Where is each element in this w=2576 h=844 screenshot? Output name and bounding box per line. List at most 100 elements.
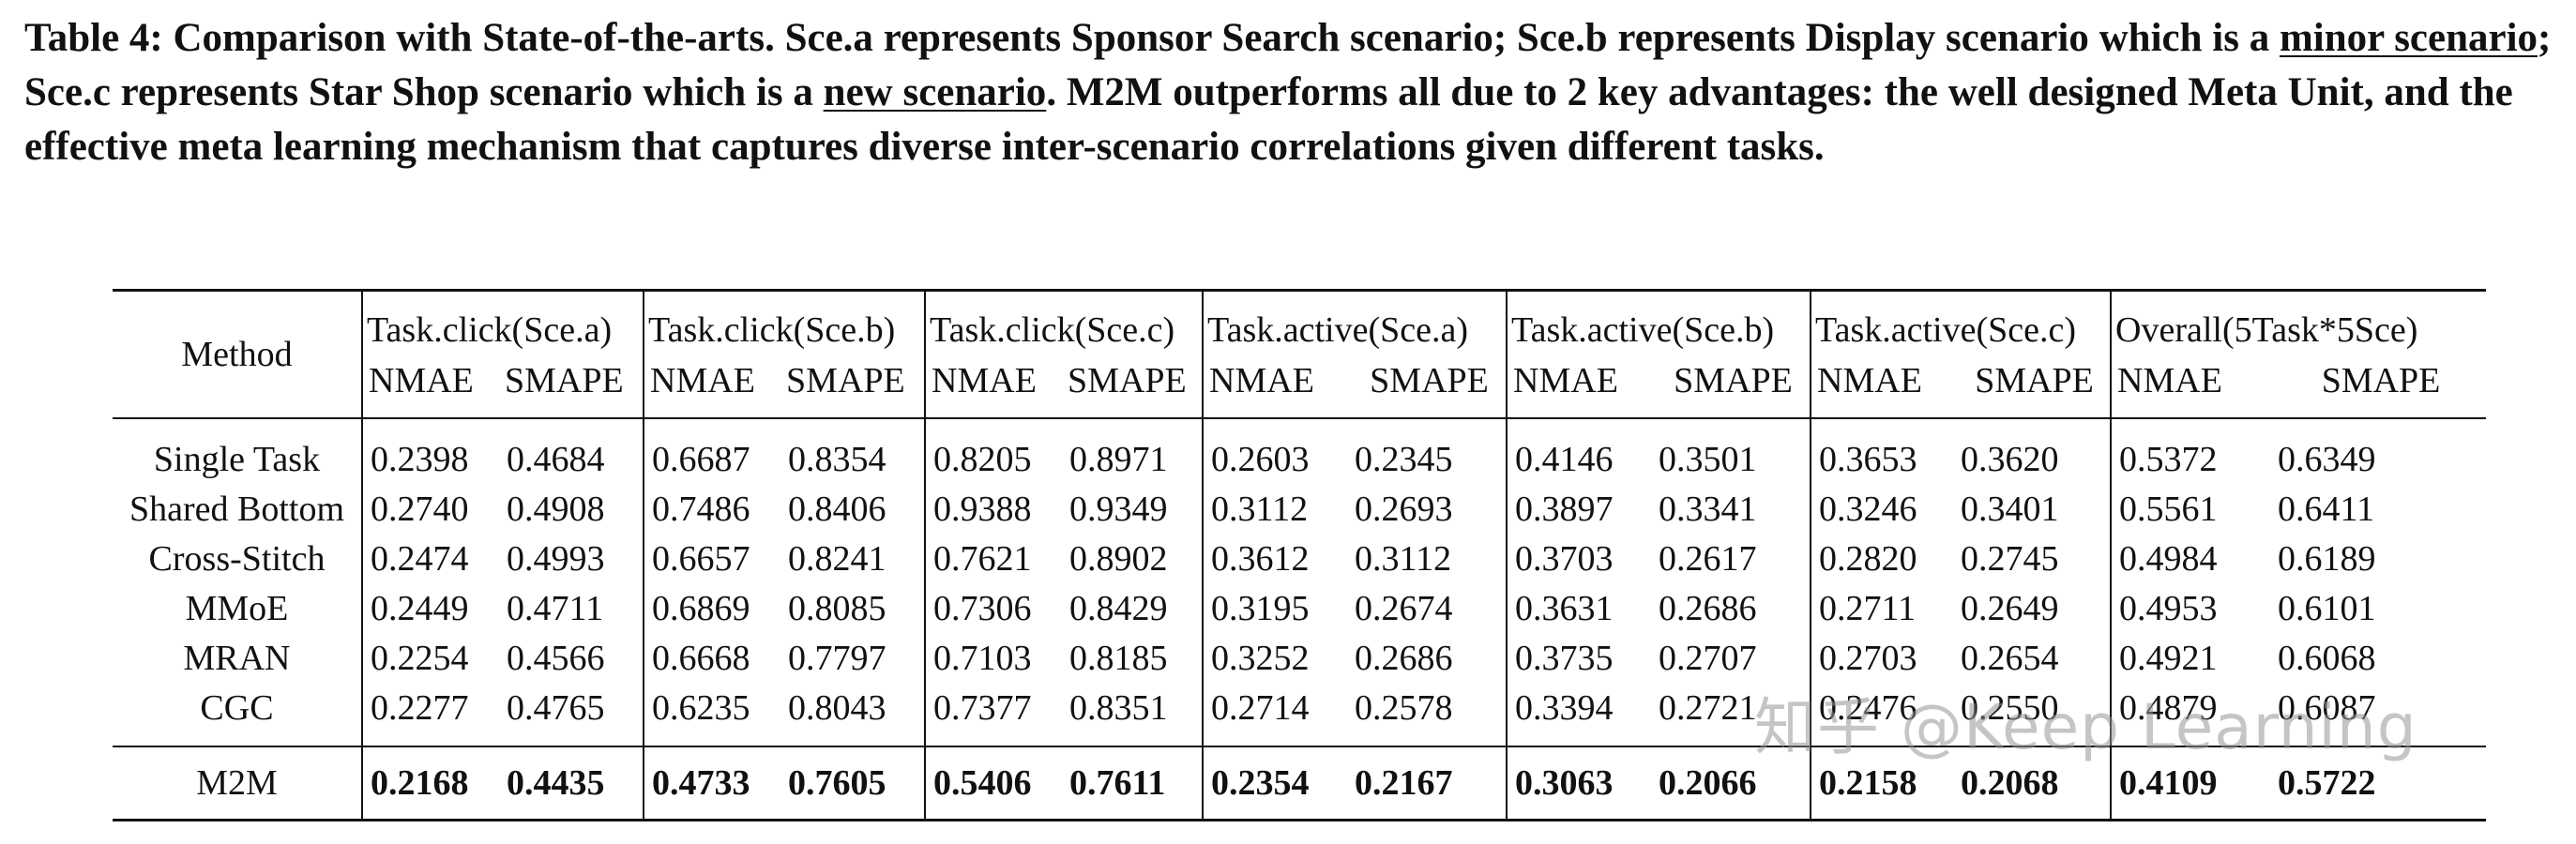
- method-header: Method: [113, 289, 362, 419]
- value-cell: 0.5561: [2110, 484, 2271, 534]
- value-cell: 0.7621: [924, 534, 1063, 583]
- value-cell: 0.5406: [924, 746, 1063, 821]
- metric-header: NMAE: [924, 355, 1063, 419]
- value-cell: 0.6687: [643, 418, 781, 484]
- value-cell: 0.3195: [1202, 583, 1348, 633]
- metric-header: NMAE: [1506, 355, 1652, 419]
- value-cell: 0.4765: [507, 687, 605, 728]
- group-header: Task.click(Sce.a): [360, 289, 644, 355]
- group-header: Task.active(Sce.c): [1810, 289, 2112, 355]
- value-cell: 0.4435: [499, 746, 644, 821]
- metric-header: NMAE: [1202, 355, 1348, 419]
- group-header: Task.active(Sce.a): [1202, 289, 1508, 355]
- value-cell: 0.2686: [1659, 588, 1757, 628]
- value-cell: 0.6657: [643, 534, 781, 583]
- value-cell: 0.2820: [1810, 534, 1954, 583]
- metric-header: SMAPE: [1062, 355, 1204, 419]
- method-cell: Shared Bottom: [129, 489, 345, 529]
- group-header: Task.click(Sce.c): [924, 289, 1204, 355]
- value-cell: 0.4733: [643, 746, 781, 821]
- value-cell: 0.4109: [2110, 746, 2271, 821]
- value-cell: 0.5372: [2110, 418, 2271, 484]
- value-cell: 0.3341: [1659, 489, 1757, 529]
- value-cell: 0.2578: [1355, 687, 1453, 728]
- value-cell: 0.3897: [1506, 484, 1652, 534]
- value-cell: 0.6411: [2278, 489, 2375, 529]
- value-cell: 0.2711: [1810, 583, 1954, 633]
- value-cell: 0.3112: [1202, 484, 1348, 534]
- value-cell: 0.9349: [1069, 489, 1168, 529]
- method-cell: Cross-Stitch: [148, 538, 326, 579]
- value-cell: 0.4993: [507, 538, 605, 579]
- value-cell: 0.4921: [2110, 633, 2271, 683]
- value-cell: 0.2654: [1961, 638, 2059, 678]
- value-cell: 0.8351: [1069, 687, 1168, 728]
- value-cell: 0.4953: [2110, 583, 2271, 633]
- metric-header: SMAPE: [1953, 355, 2112, 419]
- value-cell: 0.2714: [1202, 683, 1348, 746]
- table-row: MMoE 0.2449 0.4711 0.6869 0.8085 0.7306 0.8429…: [113, 583, 2486, 633]
- value-cell: 0.8185: [1069, 638, 1168, 678]
- value-cell: 0.3735: [1506, 633, 1652, 683]
- value-cell: 0.3252: [1202, 633, 1348, 683]
- header-row-groups: Method Task.click(Sce.a) Task.click(Sce.…: [113, 289, 2487, 419]
- value-cell: 0.3620: [1961, 439, 2059, 479]
- zhihu-watermark: 知乎 @Keep Learning: [1754, 691, 2417, 763]
- new-scenario-underline: new scenario: [823, 70, 1047, 114]
- metric-header: NMAE: [2110, 355, 2271, 419]
- value-cell: 0.2277: [361, 683, 499, 746]
- value-cell: 0.4908: [507, 489, 605, 529]
- value-cell: 0.2158: [1810, 746, 1954, 821]
- value-cell: 0.6349: [2278, 439, 2376, 479]
- value-cell: 0.4879: [2110, 683, 2271, 746]
- value-cell: 0.7486: [643, 484, 781, 534]
- value-cell: 0.3394: [1506, 683, 1652, 746]
- value-cell: 0.7306: [924, 583, 1063, 633]
- value-cell: 0.2686: [1355, 638, 1453, 678]
- value-cell: 0.4711: [507, 588, 604, 628]
- value-cell: 0.2168: [361, 746, 499, 821]
- group-header: Overall(5Task*5Sce): [2110, 289, 2487, 355]
- value-cell: 0.8971: [1069, 439, 1168, 479]
- value-cell: 0.2449: [361, 583, 499, 633]
- metric-header: NMAE: [643, 355, 781, 419]
- metric-header: NMAE: [1810, 355, 1954, 419]
- metric-header: SMAPE: [2270, 355, 2487, 419]
- value-cell: 0.2476: [1810, 683, 1954, 746]
- table-row: Single Task 0.2398 0.4684 0.6687 0.8354 0.820…: [113, 418, 2486, 484]
- metric-header: NMAE: [361, 355, 499, 419]
- value-cell: 0.3703: [1506, 534, 1652, 583]
- minor-scenario-underline: minor scenario: [2279, 16, 2538, 60]
- value-cell: 0.7611: [1062, 746, 1204, 821]
- metric-header: SMAPE: [1651, 355, 1811, 419]
- value-cell: 0.2721: [1659, 687, 1757, 728]
- value-cell: 0.6101: [2278, 588, 2376, 628]
- value-cell: 0.8205: [924, 418, 1063, 484]
- value-cell: 0.2740: [361, 484, 499, 534]
- table-row: Shared Bottom 0.2740 0.4908 0.7486 0.8406 0.9…: [113, 484, 2486, 534]
- value-cell: 0.8241: [788, 538, 886, 579]
- value-cell: 0.3612: [1202, 534, 1348, 583]
- value-cell: 0.9388: [924, 484, 1063, 534]
- value-cell: 0.2254: [361, 633, 499, 683]
- value-cell: 0.7377: [924, 683, 1063, 746]
- value-cell: 0.2066: [1651, 746, 1811, 821]
- value-cell: 0.2345: [1355, 439, 1453, 479]
- value-cell: 0.4684: [507, 439, 605, 479]
- value-cell: 0.4566: [507, 638, 605, 678]
- value-cell: 0.3401: [1961, 489, 2059, 529]
- value-cell: 0.3246: [1810, 484, 1954, 534]
- value-cell: 0.2398: [361, 418, 499, 484]
- value-cell: 0.2617: [1659, 538, 1757, 579]
- method-cell: M2M: [113, 746, 362, 821]
- metric-header: SMAPE: [1347, 355, 1508, 419]
- value-cell: 0.8429: [1069, 588, 1168, 628]
- value-cell: 0.2550: [1961, 687, 2059, 728]
- value-cell: 0.6668: [643, 633, 781, 683]
- value-cell: 0.2674: [1355, 588, 1453, 628]
- value-cell: 0.3501: [1659, 439, 1757, 479]
- value-cell: 0.6189: [2278, 538, 2376, 579]
- group-header: Task.click(Sce.b): [643, 289, 926, 355]
- value-cell: 0.8406: [788, 489, 886, 529]
- value-cell: 0.7103: [924, 633, 1063, 683]
